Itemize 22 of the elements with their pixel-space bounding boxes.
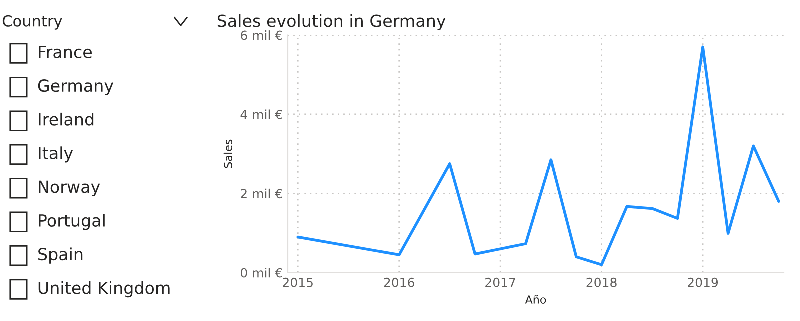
text: Germany — [38, 80, 114, 96]
y-tick-label: 4 mil € — [240, 110, 282, 120]
text: Italy — [39, 146, 74, 163]
text: Ireland — [39, 112, 94, 126]
y-tick-label: 2 mil € — [241, 188, 282, 199]
text: Country — [2, 15, 62, 30]
x-axis-title: Año — [525, 295, 546, 304]
text: France — [39, 46, 92, 58]
chart-title: Sales evolution in Germany — [218, 14, 446, 31]
y-tick-label: 6 mil € — [241, 30, 282, 40]
text: Portugal — [39, 214, 105, 230]
line-series — [296, 46, 780, 266]
text: United Kingdom — [38, 281, 170, 298]
x-tick-label: 2017 — [486, 278, 516, 288]
x-tick-label: 2018 — [586, 278, 617, 288]
x-tick-label: 2016 — [384, 278, 414, 288]
text: Spain — [38, 248, 83, 264]
text: Norway — [39, 180, 100, 196]
y-tick-label: 0 mil € — [240, 268, 282, 278]
y-axis-title: Sales — [224, 140, 232, 168]
x-tick-label: 2015 — [283, 278, 313, 288]
x-tick-label: 2019 — [688, 278, 718, 288]
